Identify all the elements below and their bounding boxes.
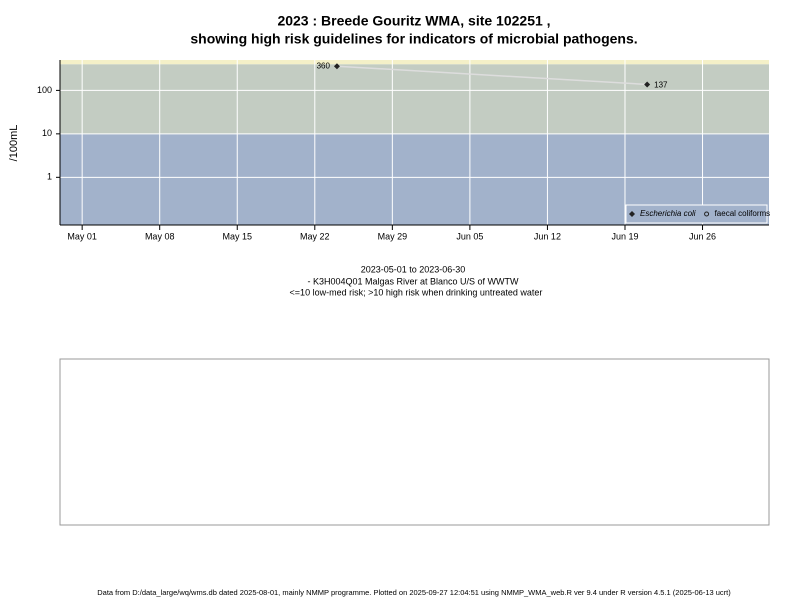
x-tick-label: May 01 <box>67 231 97 241</box>
x-tick-label: Jun 19 <box>611 231 638 241</box>
series-line <box>336 65 648 86</box>
legend-label: Escherichia coli <box>640 209 696 218</box>
x-tick-label: May 29 <box>378 231 408 241</box>
y-axis-label: /100mL <box>8 125 20 162</box>
x-tick-label: May 08 <box>145 231 175 241</box>
legend-marker <box>629 211 635 217</box>
chart-title: 2023 : Breede Gouritz WMA, site 102251 , <box>277 13 550 29</box>
x-tick-label: Jun 05 <box>456 231 483 241</box>
legend-label: faecal coliforms <box>715 209 771 218</box>
risk-band <box>60 64 769 134</box>
risk-band <box>60 60 769 65</box>
y-tick-label: 1 <box>47 172 52 182</box>
y-tick-label: 10 <box>42 128 52 138</box>
x-tick-label: Jun 12 <box>534 231 561 241</box>
subtitle: <=10 low-med risk; >10 high risk when dr… <box>290 287 543 297</box>
data-point <box>644 81 651 88</box>
empty-panel <box>59 358 770 526</box>
legend-marker <box>704 211 710 217</box>
x-tick-label: Jun 26 <box>689 231 716 241</box>
subtitle: - K3H004Q01 Malgas River at Blanco U/S o… <box>307 276 519 286</box>
data-point <box>333 63 340 70</box>
x-tick-label: May 15 <box>222 231 252 241</box>
x-tick-label: May 22 <box>300 231 330 241</box>
footer: Data from D:/data_large/wq/wms.db dated … <box>97 588 731 597</box>
data-label: 137 <box>654 81 668 90</box>
chart-title: showing high risk guidelines for indicat… <box>190 31 637 47</box>
subtitle: 2023-05-01 to 2023-06-30 <box>361 264 466 274</box>
y-tick-label: 100 <box>37 85 52 95</box>
data-label: 360 <box>317 61 331 70</box>
legend-box <box>625 204 768 224</box>
